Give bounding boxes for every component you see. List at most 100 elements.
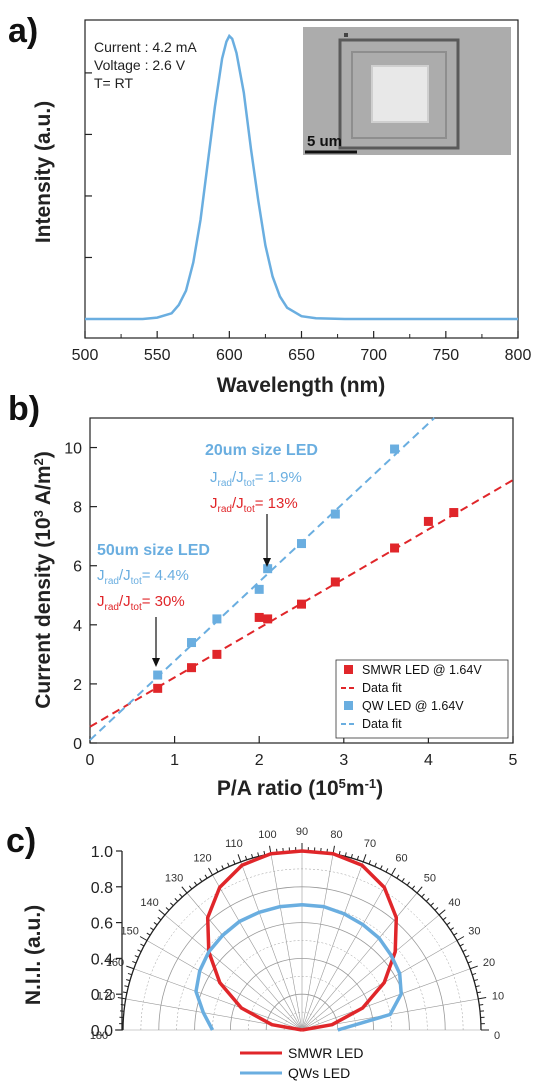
polar-angle-tickmark <box>411 885 416 890</box>
panel-c-label: c) <box>6 822 36 860</box>
polar-angle-tickmark <box>181 886 188 894</box>
panel-a-xtick-label: 750 <box>432 347 459 364</box>
polar-angle-tick-label: 0 <box>494 1030 500 1042</box>
panel-a-ylabel: Intensity (a.u.) <box>32 101 55 243</box>
polar-angle-tickmark <box>380 865 383 870</box>
polar-angle-tickmark <box>472 972 477 976</box>
polar-angle-tickmark <box>473 979 479 982</box>
polar-grid-spoke <box>301 892 418 1031</box>
polar-angle-tickmark <box>462 949 467 952</box>
polar-angle-tickmark <box>476 991 482 994</box>
polar-angle-tickmark <box>208 867 213 876</box>
polar-angle-tick-label: 20 <box>483 957 495 969</box>
panel-b-ytick-label: 2 <box>73 677 82 694</box>
polar-angle-tickmark <box>479 1004 484 1006</box>
legend-label-red-fit: Data fit <box>362 681 402 695</box>
data-point-red <box>263 614 273 624</box>
polar-angle-tickmark <box>401 878 405 882</box>
legend-label-qws-led: QWs LED <box>288 1065 350 1081</box>
data-point-blue <box>212 614 222 624</box>
panel-b-xlabel: P/A ratio (105m-1) <box>217 776 383 800</box>
panel-b-yticks: 0 2 4 6 8 10 <box>64 441 97 753</box>
panel-b-frame <box>89 417 514 744</box>
polar-angle-tickmark <box>179 893 183 898</box>
panel-b-ytick-label: 4 <box>73 618 82 635</box>
panel-b-label: b) <box>8 390 40 428</box>
data-point-blue <box>263 564 273 574</box>
polar-angle-tickmark <box>425 898 430 902</box>
panel-a-xtick-label: 500 <box>72 347 99 364</box>
polar-grid-spoke <box>240 861 303 1031</box>
spectrum-line <box>85 33 518 321</box>
data-point-blue <box>187 638 197 648</box>
data-point-red <box>254 612 264 622</box>
panel-b-ytick-label: 6 <box>73 559 82 576</box>
panel-a-xtick-label: 800 <box>505 347 532 364</box>
polar-angle-tickmark <box>188 885 193 890</box>
polar-angle-tickmark <box>132 960 137 964</box>
panel-a-xtick-label: 700 <box>360 347 387 364</box>
polar-angle-tickmark <box>421 893 425 898</box>
panel-b-ytick-label: 10 <box>64 441 82 458</box>
polar-angle-tickmark <box>465 955 470 958</box>
polar-angle-tickmark <box>385 868 389 873</box>
polar-angle-tickmark <box>215 868 219 873</box>
polar-angle-tickmark <box>232 860 236 865</box>
polar-angle-tickmark <box>134 955 139 958</box>
data-point-blue <box>254 584 264 594</box>
polar-angle-tickmark <box>442 916 447 921</box>
polar-angle-tickmark <box>478 997 487 1000</box>
panel-a-label: a) <box>8 12 38 50</box>
data-point-blue <box>153 670 163 680</box>
polar-angle-tickmark <box>124 985 129 988</box>
annotation-20um-blue: Jrad/Jtot= 1.9% <box>210 469 302 489</box>
panel-b-xtick-label: 0 <box>86 752 95 769</box>
panel-b-xtick-label: 4 <box>424 752 433 769</box>
arrowhead-50um <box>152 658 160 667</box>
polar-angle-tick-label: 60 <box>395 853 407 865</box>
polar-grid-spoke <box>301 968 471 1031</box>
polar-angle-tickmark <box>126 965 134 970</box>
arrowhead-20um <box>263 558 271 567</box>
polar-radius-tick-label: 0.6 <box>91 916 113 933</box>
polar-angle-tickmark <box>446 922 451 926</box>
polar-angle-tick-label: 140 <box>140 897 158 909</box>
panel-a-xtick-label: 650 <box>288 347 315 364</box>
polar-angle-tickmark <box>125 979 131 982</box>
polar-angle-tickmark <box>416 886 423 894</box>
polar-grid-spoke <box>270 853 303 1031</box>
annotation-50um-red: Jrad/Jtot= 30% <box>97 593 185 613</box>
polar-grid-circle <box>283 1011 321 1031</box>
polar-angle-tickmark <box>146 932 151 936</box>
annotation-50um-title: 50um size LED <box>97 542 210 559</box>
data-point-red <box>390 543 400 553</box>
polar-grid-spoke <box>133 968 303 1031</box>
polar-radius-tick-label: 0.4 <box>91 951 113 968</box>
polar-angle-tickmark <box>368 860 372 865</box>
polar-angle-tick-label: 160 <box>106 957 124 969</box>
polar-angle-tickmark <box>450 927 454 931</box>
polar-angle-ticks: 0 10 20 30 40 50 60 70 80 90 100 110 120 130 140 150 160… <box>90 826 504 1042</box>
data-point-blue <box>297 539 306 549</box>
polar-series-blue <box>194 902 403 1032</box>
polar-angle-tickmark <box>150 927 154 931</box>
polar-angle-tickmark <box>356 855 360 860</box>
polar-radius-ticks: 0.0 0.2 0.4 0.6 0.8 1.0 <box>91 844 122 1040</box>
annotation-20um-title: 20um size LED <box>205 442 318 459</box>
data-point-red <box>187 663 197 673</box>
polar-angle-tickmark <box>374 862 377 867</box>
legend-label-qw: QW LED @ 1.64V <box>362 699 464 713</box>
polar-angle-tick-label: 70 <box>364 838 376 850</box>
polar-angle-tickmark <box>344 852 347 857</box>
polar-angle-tickmark <box>199 878 203 882</box>
panel-a-xticks: 500 550 600 650 700 750 800 <box>72 331 532 364</box>
data-point-red <box>330 577 340 587</box>
polar-angle-tickmark <box>237 854 242 862</box>
polar-angle-tickmark <box>204 874 208 879</box>
polar-angle-tickmark <box>251 853 254 859</box>
annotation-temperature: T= RT <box>94 75 133 91</box>
polar-radius-tick-label: 1.0 <box>91 844 113 861</box>
data-point-blue <box>330 509 340 519</box>
legend-swatch-qw <box>344 701 353 710</box>
